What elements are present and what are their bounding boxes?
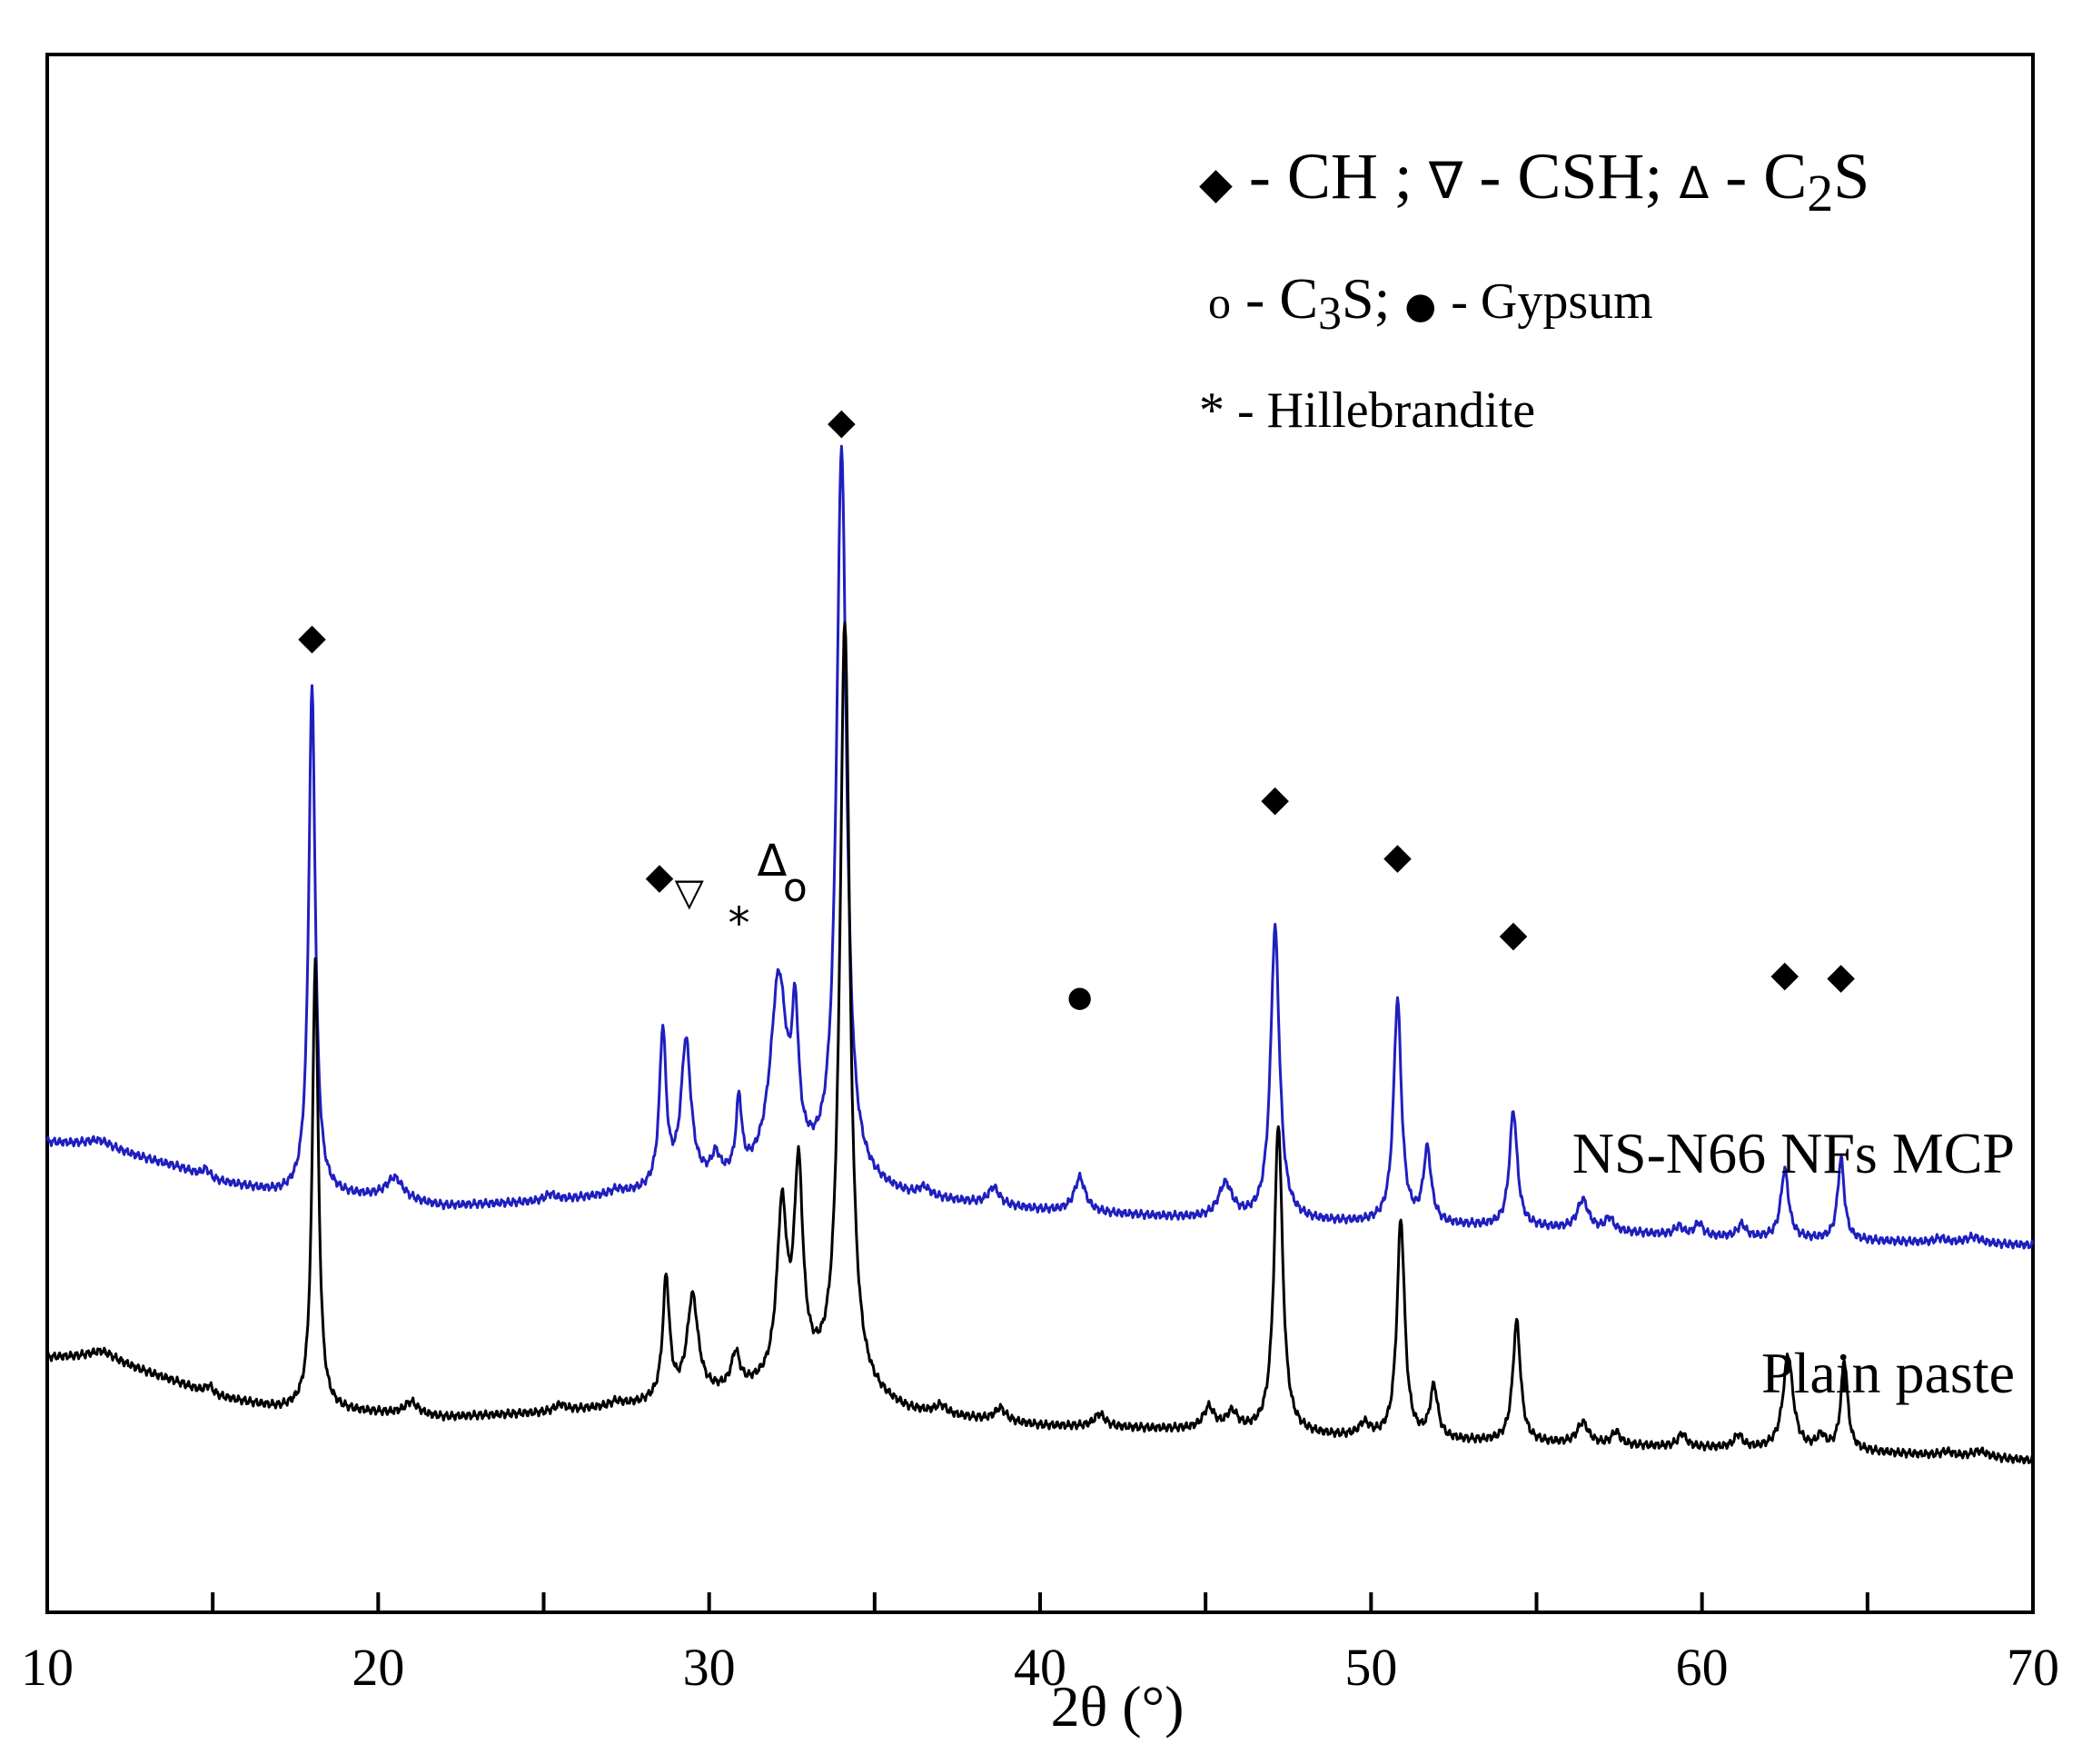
series-layer: NS-N66 NFs MCP Plain paste [45,444,2035,1465]
peak-marker: ◆ [828,401,856,443]
legend-hillebrandite-text: - Hillebrandite [1237,382,1535,439]
legend-line-1: ◆ - CH ; ∇ - CSH; Δ - C2S [1199,140,1869,223]
x-tick-label: 50 [1344,1638,1397,1697]
peak-marker: Δ [757,836,787,887]
legend-hillebrandite-symbol: * [1199,382,1224,439]
series-end-label: NS-N66 NFs MCP [1572,1121,2015,1185]
peak-marker: ◆ [1500,914,1528,956]
peak-marker: ● [1067,979,1093,1014]
peak-marker: ◆ [1827,956,1855,997]
x-axis-ticks [211,1592,1869,1612]
legend-csh-symbol: ∇ [1428,152,1463,211]
series-end-label: Plain paste [1761,1341,2015,1405]
peak-marker: o [783,865,808,911]
legend-diamond-symbol: ◆ [1199,158,1233,209]
peak-marker: ◆ [298,617,326,659]
peak-marker: ◆ [1261,778,1289,819]
legend: ◆ - CH ; ∇ - CSH; Δ - C2S o - C3S; ● - G… [1199,140,1869,439]
x-tick-label: 10 [21,1638,74,1697]
legend-line-3: * - Hillebrandite [1199,382,1535,439]
x-axis-tick-labels: 10 20 30 40 50 60 70 [21,1638,2059,1697]
legend-c3s-suffix: S; [1342,266,1404,331]
x-axis-title: 2θ (°) [1051,1674,1185,1739]
legend-c2s-subscript: 2 [1807,164,1833,223]
series-line-ns-n66-nfs-mcp [45,444,2035,1250]
legend-csh-text: - CSH; [1479,140,1679,213]
legend-c2s-symbol: Δ [1679,158,1709,209]
peak-marker: ▽ [675,870,705,915]
legend-c2s-suffix: S [1833,140,1869,213]
peak-marker: * [728,898,749,949]
peak-markers: ◆◆ ▽*Δo◆●◆◆◆◆ ◆ [298,401,1855,1014]
legend-c2s-text: - C [1725,140,1807,213]
x-tick-label: 70 [2007,1638,2059,1697]
x-tick-label: 40 [1014,1638,1066,1697]
x-tick-label: 30 [683,1638,736,1697]
legend-c3s-text: - C [1245,266,1318,331]
x-tick-label: 60 [1676,1638,1729,1697]
legend-c3s-symbol: o [1208,277,1231,328]
peak-marker: ◆ [646,856,674,897]
series-line-plain-paste [45,620,2035,1465]
legend-ch-text: - CH ; [1249,140,1429,213]
peak-marker: ◆ [1383,836,1412,877]
legend-gypsum-text: - Gypsum [1451,273,1652,330]
legend-gypsum-symbol: ● [1404,285,1436,327]
legend-c3s-subscript: 3 [1318,288,1342,340]
plot-frame [45,53,2035,1614]
peak-marker: ◆ [1770,953,1799,995]
x-tick-label: 20 [352,1638,404,1697]
legend-line-2: o - C3S; ● - Gypsum [1208,266,1653,340]
